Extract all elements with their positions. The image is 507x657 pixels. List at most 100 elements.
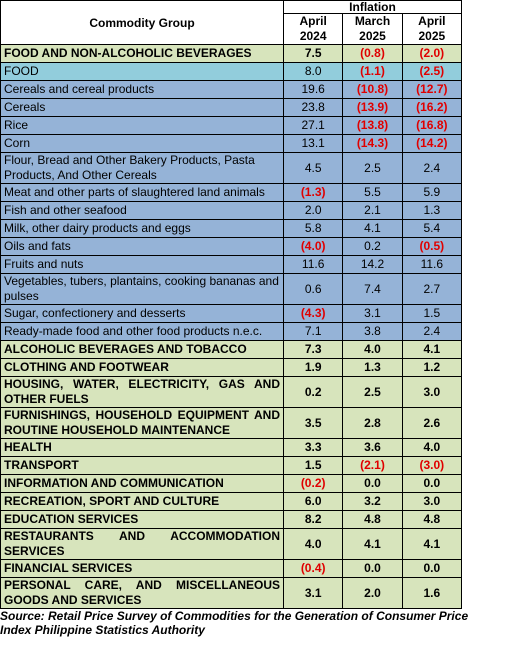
value-cell: 4.8: [401, 510, 463, 529]
commodity-cell: CLOTHING AND FOOTWEAR: [0, 358, 284, 377]
table-row: Milk, other dairy products and eggs 5.8 4.…: [0, 219, 463, 238]
commodity-header: Commodity Group: [0, 0, 284, 45]
value-cell: 5.5: [342, 183, 403, 202]
value-cell: 4.0: [401, 438, 463, 457]
value-cell: 3.5: [282, 407, 344, 439]
table-row: Cereals 23.8 (13.9) (16.2): [0, 98, 463, 117]
commodity-cell: Fish and other seafood: [0, 201, 284, 220]
value-cell: 3.3: [282, 438, 344, 457]
value-cell: 2.0: [282, 201, 344, 220]
header-row: Commodity Group Inflation: [0, 0, 462, 45]
value-cell: (4.3): [282, 304, 344, 323]
value-cell: 0.0: [342, 559, 403, 578]
column-header: March 2025: [342, 13, 403, 45]
header-row: April 2024 March 2025 April 2025: [1, 13, 463, 45]
value-cell: 3.8: [342, 322, 403, 341]
value-cell: 3.0: [401, 376, 463, 408]
commodity-cell: Rice: [0, 116, 284, 135]
commodity-cell: INFORMATION AND COMMUNICATION: [0, 474, 284, 493]
value-cell: (1.1): [342, 62, 403, 81]
commodity-cell: Cereals and cereal products: [0, 80, 284, 99]
table-row: Cereals and cereal products 19.6 (10.8) (12…: [0, 80, 463, 99]
commodity-cell: Corn: [0, 134, 284, 153]
commodity-cell: RECREATION, SPORT AND CULTURE: [0, 492, 284, 511]
commodity-cell: Sugar, confectionery and desserts: [0, 304, 284, 323]
value-cell: 2.1: [342, 201, 403, 220]
commodity-cell: FOOD AND NON-ALCOHOLIC BEVERAGES: [0, 44, 284, 63]
table-row: Meat and other parts of slaughtered land…: [0, 183, 463, 202]
value-cell: (1.3): [282, 183, 344, 202]
value-cell: 4.0: [342, 340, 403, 359]
commodity-cell: HOUSING, WATER, ELECTRICITY, GAS AND OTH…: [0, 376, 284, 408]
table-row: CLOTHING AND FOOTWEAR 1.9 1.3 1.2: [0, 358, 463, 377]
value-cell: 3.1: [342, 304, 403, 323]
value-cell: 4.5: [282, 152, 344, 184]
value-cell: 2.7: [401, 273, 463, 305]
value-cell: (2.1): [342, 456, 403, 475]
table-row: Vegetables, tubers, plantains, cooking b…: [0, 273, 463, 305]
commodity-cell: Milk, other dairy products and eggs: [0, 219, 284, 238]
inflation-table: Commodity Group Inflation April 2024 Mar…: [0, 0, 463, 609]
commodity-cell: Ready-made food and other food products …: [0, 322, 284, 341]
value-cell: (0.4): [282, 559, 344, 578]
table-row: RECREATION, SPORT AND CULTURE 6.0 3.2 3.0: [0, 492, 463, 511]
value-cell: (16.2): [401, 98, 463, 117]
commodity-cell: FOOD: [0, 62, 284, 81]
table-body: FOOD AND NON-ALCOHOLIC BEVERAGES 7.5 (0.8)…: [0, 44, 463, 609]
value-cell: 1.5: [282, 456, 344, 475]
value-cell: (12.7): [401, 80, 463, 99]
commodity-cell: FINANCIAL SERVICES: [0, 559, 284, 578]
table-row: FOOD 8.0 (1.1) (2.5): [0, 62, 463, 81]
source-note: Source: Retail Price Survey of Commoditi…: [0, 609, 469, 637]
value-cell: 1.3: [401, 201, 463, 220]
value-cell: 3.1: [282, 577, 344, 609]
value-cell: 14.2: [342, 255, 403, 274]
value-cell: 2.8: [342, 407, 403, 439]
value-cell: (13.9): [342, 98, 403, 117]
value-cell: 23.8: [282, 98, 344, 117]
value-cell: 1.2: [401, 358, 463, 377]
value-cell: (4.0): [282, 237, 344, 256]
table-row: TRANSPORT 1.5 (2.1) (3.0): [0, 456, 463, 475]
value-cell: 1.9: [282, 358, 344, 377]
table-row: INFORMATION AND COMMUNICATION (0.2) 0.0 0.0: [0, 474, 463, 493]
table-row: Ready-made food and other food products …: [0, 322, 463, 341]
value-cell: 27.1: [282, 116, 344, 135]
value-cell: (0.8): [342, 44, 403, 63]
value-cell: 1.6: [401, 577, 463, 609]
value-cell: (14.2): [401, 134, 463, 153]
commodity-cell: Meat and other parts of slaughtered land…: [0, 183, 284, 202]
value-cell: 0.2: [282, 376, 344, 408]
commodity-cell: PERSONAL CARE, AND MISCELLANEOUS GOODS A…: [0, 577, 284, 609]
value-cell: 0.0: [342, 474, 403, 493]
commodity-cell: HEALTH: [0, 438, 284, 457]
value-cell: 2.4: [401, 322, 463, 341]
value-cell: (0.2): [282, 474, 344, 493]
value-cell: 2.0: [342, 577, 403, 609]
table-row: Fruits and nuts 11.6 14.2 11.6: [0, 255, 463, 274]
value-cell: 11.6: [401, 255, 463, 274]
value-cell: 0.0: [401, 559, 463, 578]
value-cell: 5.8: [282, 219, 344, 238]
value-cell: 0.0: [401, 474, 463, 493]
value-cell: 0.2: [342, 237, 403, 256]
commodity-cell: ALCOHOLIC BEVERAGES AND TOBACCO: [0, 340, 284, 359]
value-cell: 3.2: [342, 492, 403, 511]
value-cell: (16.8): [401, 116, 463, 135]
value-cell: (2.0): [401, 44, 463, 63]
value-cell: 4.0: [282, 528, 344, 560]
value-cell: 2.5: [342, 152, 403, 184]
value-cell: 2.6: [401, 407, 463, 439]
value-cell: 2.5: [342, 376, 403, 408]
commodity-cell: Fruits and nuts: [0, 255, 284, 274]
commodity-cell: Flour, Bread and Other Bakery Products, …: [0, 152, 284, 184]
table-row: HEALTH 3.3 3.6 4.0: [0, 438, 463, 457]
table-row: ALCOHOLIC BEVERAGES AND TOBACCO 7.3 4.0 4.1: [0, 340, 463, 359]
value-cell: 19.6: [282, 80, 344, 99]
value-cell: 4.1: [342, 219, 403, 238]
value-cell: 1.3: [342, 358, 403, 377]
column-header: April 2025: [401, 13, 463, 45]
commodity-cell: Cereals: [0, 98, 284, 117]
value-cell: 7.3: [282, 340, 344, 359]
